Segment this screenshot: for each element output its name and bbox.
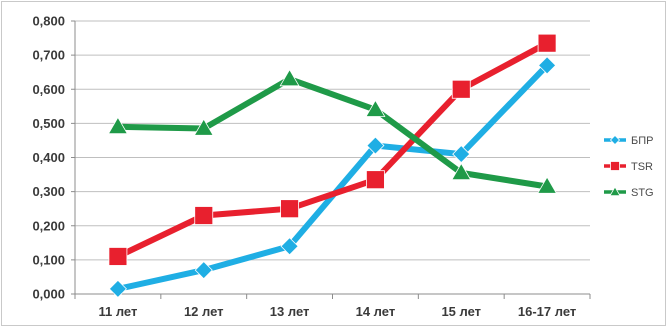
data-point-бпр bbox=[108, 279, 127, 298]
legend-label-бпр: БПР bbox=[631, 135, 653, 147]
x-tick-label: 12 лет bbox=[184, 304, 224, 319]
data-point-бпр bbox=[366, 136, 385, 155]
series-line-stg bbox=[114, 76, 551, 190]
data-point-stg bbox=[365, 99, 386, 117]
x-tick-label: 14 лет bbox=[356, 304, 396, 319]
data-point-бпр bbox=[452, 145, 471, 164]
legend-label-stg: STG bbox=[631, 187, 654, 199]
series-layer bbox=[107, 33, 558, 298]
y-tick-label: 0,000 bbox=[32, 287, 65, 302]
data-point-stg bbox=[279, 68, 300, 87]
y-tick-label: 0,700 bbox=[32, 48, 65, 63]
x-axis: 11 лет 12 лет 13 лет 14 лет 15 лет 16-17 лет bbox=[74, 293, 591, 319]
data-point-stg bbox=[537, 176, 558, 194]
series-line-tsr bbox=[114, 40, 551, 260]
legend-label-tsr: TSR bbox=[631, 161, 653, 173]
y-tick-label: 0,100 bbox=[32, 252, 65, 267]
legend: БПР TSR STG bbox=[604, 134, 654, 199]
y-tick-label: 0,300 bbox=[32, 184, 65, 199]
data-point-бпр bbox=[280, 237, 299, 256]
data-point-tsr bbox=[366, 170, 385, 190]
y-tick-label: 0,500 bbox=[32, 116, 65, 131]
data-point-tsr bbox=[108, 247, 128, 266]
data-point-бпр bbox=[194, 261, 213, 280]
x-tick-label: 15 лет bbox=[441, 304, 481, 319]
x-tick-label: 13 лет bbox=[270, 304, 310, 319]
data-point-stg bbox=[193, 118, 214, 136]
data-point-stg bbox=[451, 162, 472, 181]
data-point-бпр bbox=[538, 56, 557, 75]
data-point-tsr bbox=[194, 206, 214, 225]
data-point-tsr bbox=[451, 79, 471, 99]
y-tick-label: 0,400 bbox=[32, 150, 65, 165]
y-axis: 0,000 0,100 0,200 0,300 0,400 0,500 0,600 0,700… bbox=[32, 14, 76, 302]
x-tick-label: 16-17 лет bbox=[518, 304, 576, 319]
legend-marker-stg bbox=[609, 186, 621, 197]
x-tick-label: 11 лет bbox=[98, 304, 137, 319]
legend-marker-tsr bbox=[610, 161, 620, 171]
data-point-tsr bbox=[537, 33, 557, 53]
data-point-stg bbox=[107, 116, 128, 134]
data-point-tsr bbox=[280, 199, 299, 219]
legend-marker-бпр bbox=[609, 134, 621, 146]
y-tick-label: 0,200 bbox=[32, 218, 65, 233]
y-tick-label: 0,600 bbox=[32, 82, 65, 97]
y-tick-label: 0,800 bbox=[32, 14, 65, 29]
